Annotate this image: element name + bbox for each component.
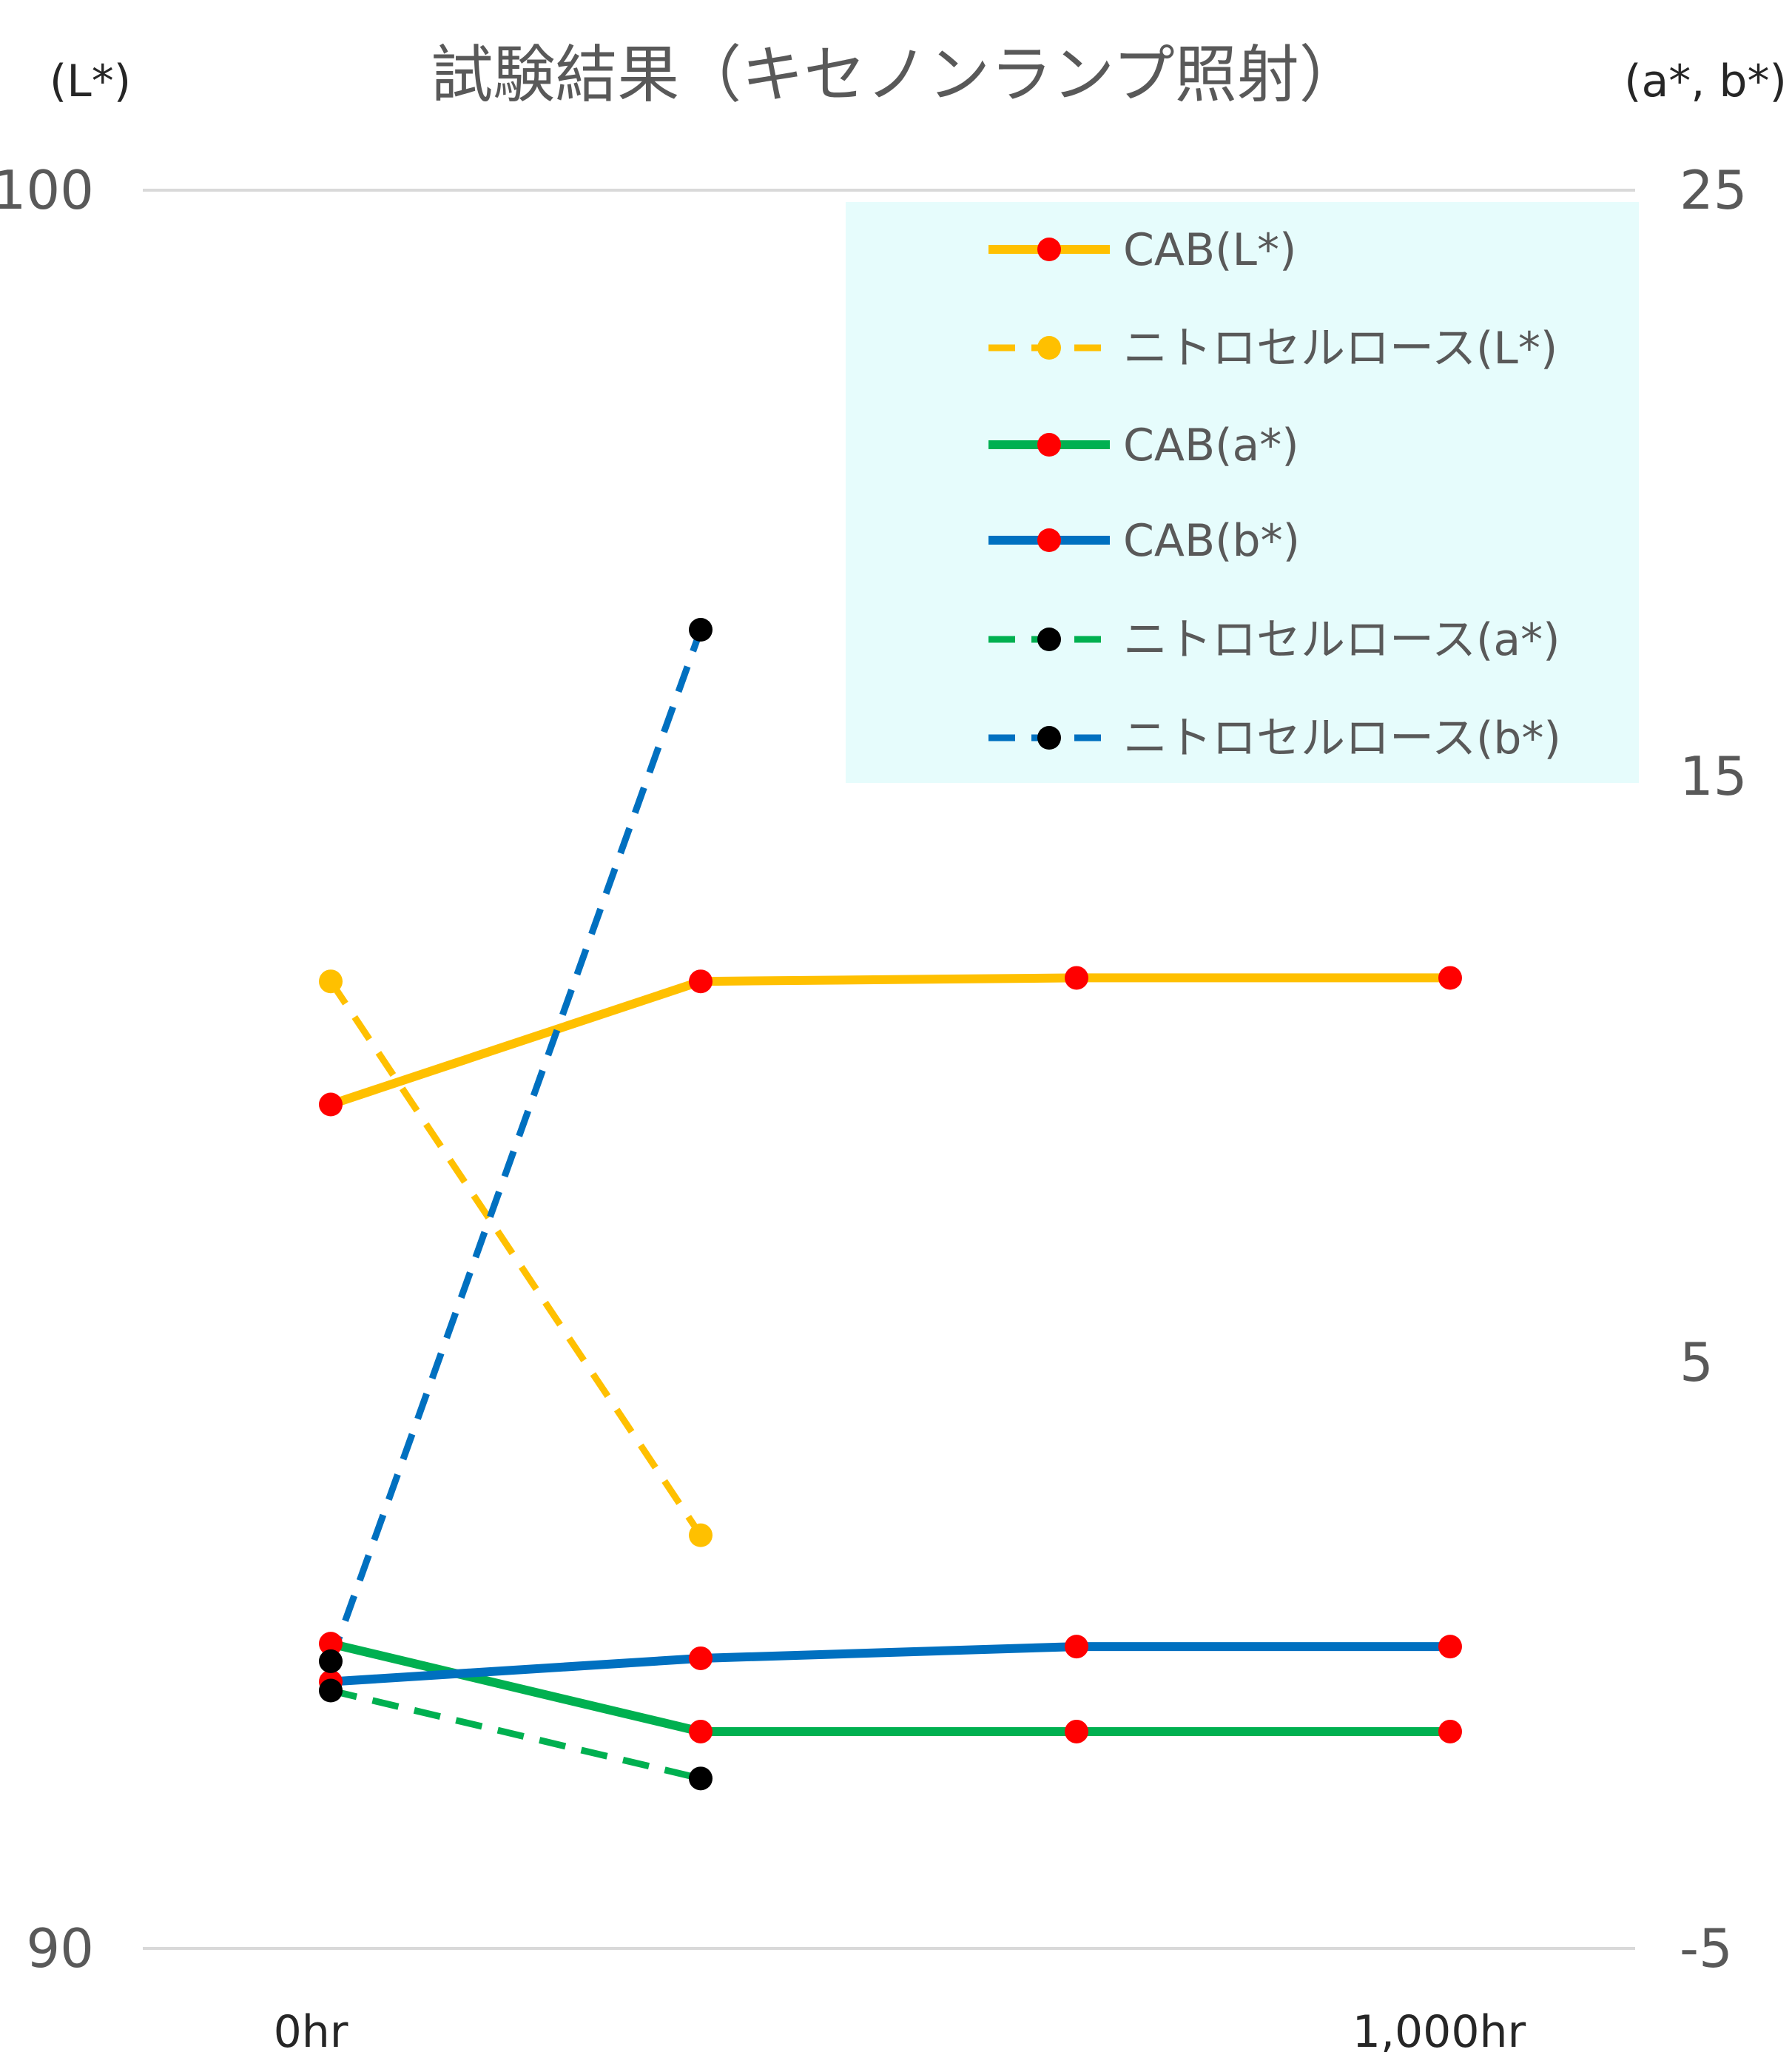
series-line-0 xyxy=(329,973,1450,1109)
data-point-2-1 xyxy=(689,1719,713,1743)
data-point-0-0 xyxy=(319,1092,343,1117)
left-tick-label: 90 xyxy=(26,1917,94,1980)
legend-box xyxy=(846,202,1639,783)
series-line-1 xyxy=(328,979,704,1538)
series-lines xyxy=(327,628,1450,1782)
legend-item: CAB(b*) xyxy=(988,515,1300,567)
data-point-4-0 xyxy=(319,1678,343,1703)
data-point-5-1 xyxy=(689,618,713,642)
series-line-3 xyxy=(330,1642,1450,1686)
data-point-3-3 xyxy=(1438,1635,1462,1659)
legend-label: CAB(L*) xyxy=(1123,224,1296,276)
legend-marker xyxy=(1037,528,1061,552)
data-point-2-2 xyxy=(1065,1719,1088,1743)
legend-marker xyxy=(1037,238,1061,261)
data-point-1-0 xyxy=(319,969,343,994)
chart-title: 試験結果（キセノンランプ照射） xyxy=(431,38,1361,111)
legend-item: ニトロセルロース(b*) xyxy=(988,713,1561,764)
right-tick-label: 25 xyxy=(1680,159,1748,221)
legend-item: ニトロセルロース(a*) xyxy=(988,614,1560,666)
left-axis-label: (L*) xyxy=(50,56,131,107)
series-line-5 xyxy=(327,628,704,1663)
legend-label: ニトロセルロース(b*) xyxy=(1123,713,1561,764)
series-line-2 xyxy=(329,1639,1450,1736)
x-axis-ticks: 0hr 1,000hr xyxy=(274,2006,1526,2058)
legend-item: CAB(a*) xyxy=(988,420,1299,471)
data-point-3-1 xyxy=(689,1646,713,1670)
right-tick-label: 15 xyxy=(1680,745,1748,807)
legend-marker xyxy=(1037,726,1061,750)
right-tick-label: 5 xyxy=(1680,1331,1714,1393)
data-point-1-1 xyxy=(689,1523,713,1547)
right-tick-label: -5 xyxy=(1680,1917,1733,1980)
legend-label: CAB(a*) xyxy=(1123,420,1299,471)
legend-item: ニトロセルロース(L*) xyxy=(988,323,1557,374)
legend-item: CAB(L*) xyxy=(988,224,1296,276)
legend-marker xyxy=(1037,433,1061,457)
legend-label: ニトロセルロース(L*) xyxy=(1123,323,1557,374)
data-point-4-1 xyxy=(689,1766,713,1791)
series-line-4 xyxy=(329,1687,702,1782)
left-tick-label: 100 xyxy=(0,159,94,221)
data-point-0-2 xyxy=(1065,966,1088,990)
data-point-5-0 xyxy=(319,1649,343,1673)
left-axis-ticks: 100 90 xyxy=(0,159,94,1980)
legend-marker xyxy=(1037,628,1061,651)
legend-label: ニトロセルロース(a*) xyxy=(1123,614,1560,666)
data-point-3-2 xyxy=(1065,1635,1088,1659)
legend: CAB(L*) ニトロセルロース(L*) CAB(a*) CAB(b*) ニトロセルロー… xyxy=(988,224,1561,764)
right-axis-label: (a*, b*) xyxy=(1624,56,1787,107)
right-axis-ticks: 25 15 5 -5 xyxy=(1680,159,1748,1980)
data-point-2-3 xyxy=(1438,1719,1462,1743)
x-tick-label: 0hr xyxy=(274,2006,348,2058)
data-point-2-0 xyxy=(319,1632,343,1656)
series-markers xyxy=(319,618,1462,1791)
x-tick-label: 1,000hr xyxy=(1353,2006,1526,2058)
legend-label: CAB(b*) xyxy=(1123,515,1300,567)
data-point-0-1 xyxy=(689,969,713,994)
data-point-0-3 xyxy=(1438,966,1462,990)
legend-marker xyxy=(1037,336,1061,360)
gridlines xyxy=(143,189,1635,1950)
